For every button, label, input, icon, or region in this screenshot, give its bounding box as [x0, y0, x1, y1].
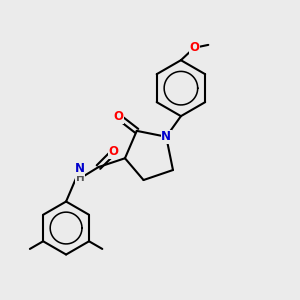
Text: H: H: [76, 173, 85, 183]
Text: N: N: [75, 162, 85, 175]
Text: O: O: [109, 145, 119, 158]
Text: O: O: [189, 41, 199, 54]
Text: N: N: [161, 130, 171, 143]
Text: O: O: [113, 110, 124, 123]
